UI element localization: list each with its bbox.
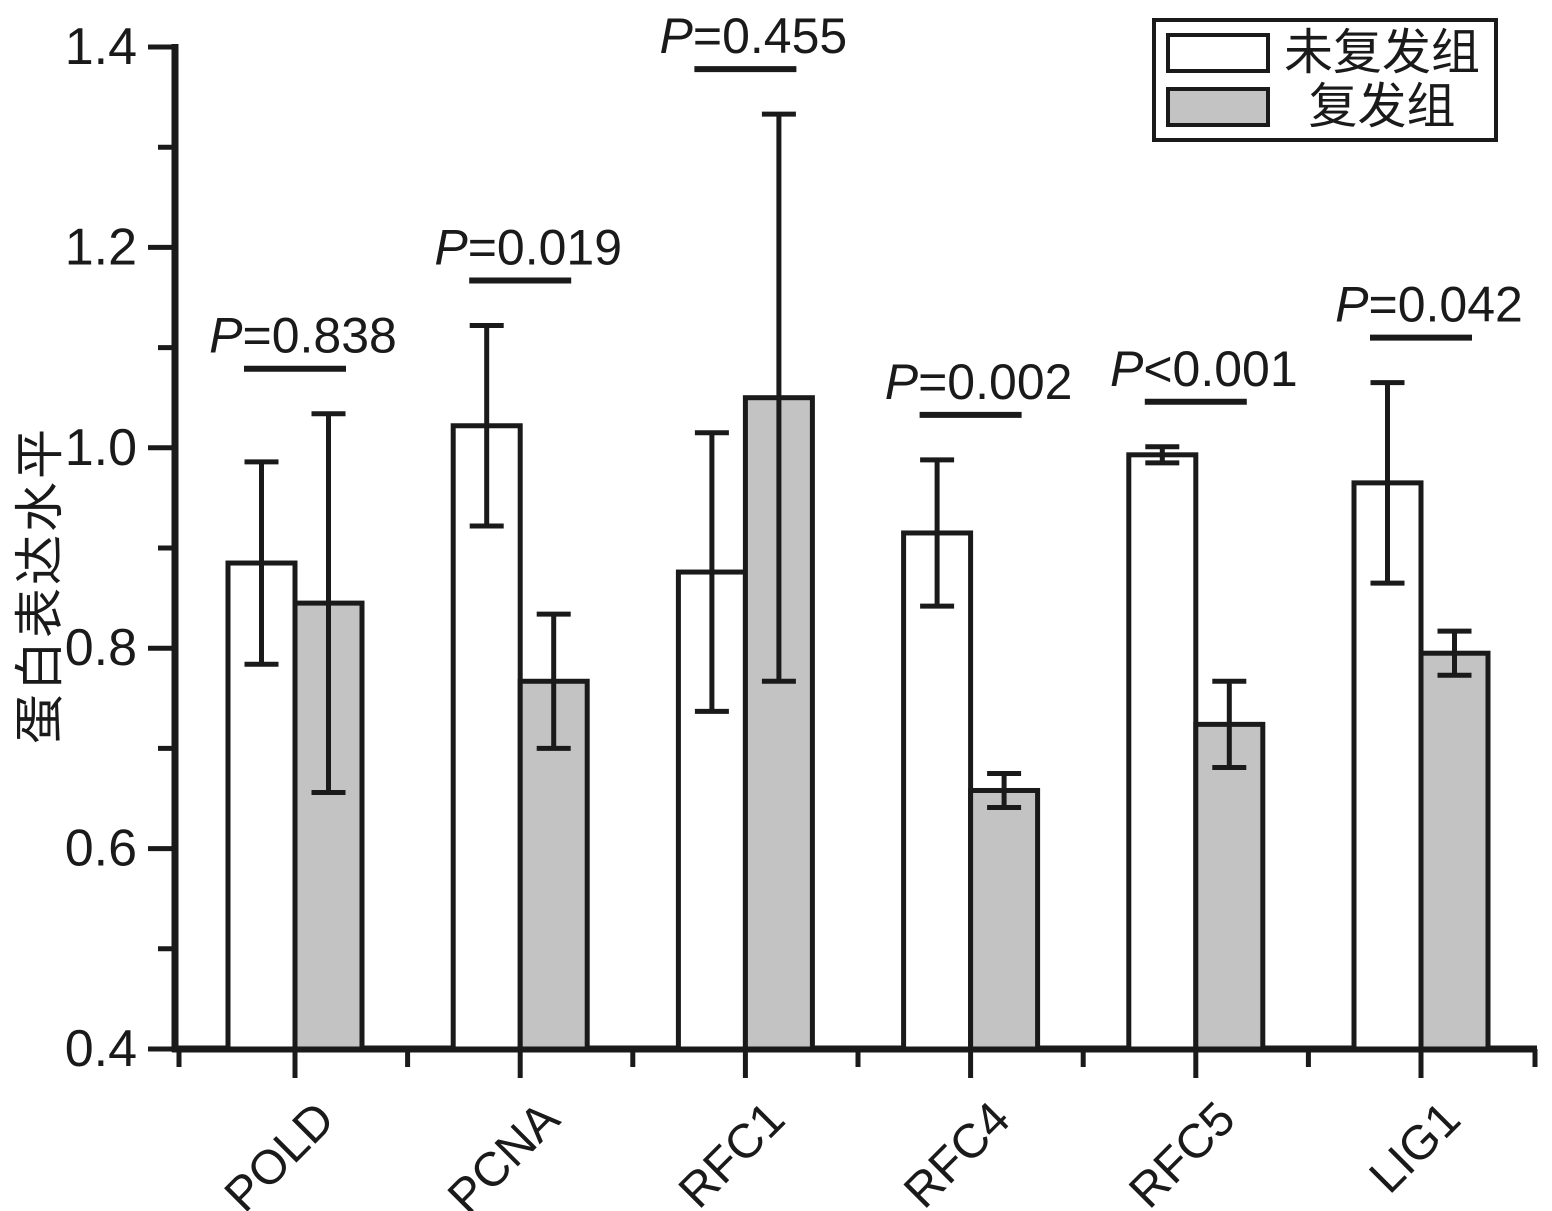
- legend-swatch-gray: [1166, 87, 1270, 127]
- y-tick-label: 0.4: [65, 1020, 137, 1078]
- legend-label-group1: 未复发组: [1283, 25, 1480, 80]
- y-tick-label: 1.0: [65, 419, 137, 477]
- y-tick-label: 0.8: [65, 619, 137, 677]
- x-tick-label-LIG1: LIG1: [1360, 1092, 1471, 1203]
- y-tick-label: 0.6: [65, 820, 137, 878]
- bar-RFC4-s1: [968, 787, 1041, 1052]
- bar-POLD-s0: [225, 560, 298, 1052]
- p-label-RFC4: P=0.002: [885, 354, 1073, 410]
- bar-RFC4-s0: [901, 530, 974, 1052]
- bar-RFC5-s0: [1126, 452, 1199, 1052]
- bar-PCNA-s0: [450, 423, 523, 1052]
- p-label-RFC5: P<0.001: [1110, 341, 1298, 397]
- y-tick-label: 1.2: [65, 218, 137, 276]
- legend-item-group1: 未复发组: [1156, 25, 1494, 80]
- p-label-LIG1: P=0.042: [1335, 277, 1523, 333]
- x-tick-label-POLD: POLD: [215, 1092, 345, 1211]
- x-tick-label-PCNA: PCNA: [438, 1092, 570, 1211]
- legend: 未复发组 复发组: [1152, 18, 1498, 142]
- x-tick-label-RFC4: RFC4: [894, 1092, 1020, 1211]
- y-axis-title: 蛋白表达水平: [12, 426, 68, 744]
- y-tick-label: 1.4: [65, 18, 137, 76]
- p-label-POLD: P=0.838: [209, 308, 397, 364]
- x-tick-label-RFC5: RFC5: [1119, 1092, 1245, 1211]
- p-label-RFC1: P=0.455: [660, 8, 848, 64]
- legend-label-group2: 复发组: [1308, 79, 1456, 134]
- legend-item-group2: 复发组: [1156, 79, 1494, 134]
- p-label-PCNA: P=0.019: [434, 220, 622, 276]
- bar-RFC5-s1: [1193, 721, 1266, 1052]
- bar-LIG1-s1: [1418, 650, 1491, 1052]
- legend-swatch-white: [1166, 33, 1270, 73]
- x-tick-label-RFC1: RFC1: [669, 1092, 795, 1211]
